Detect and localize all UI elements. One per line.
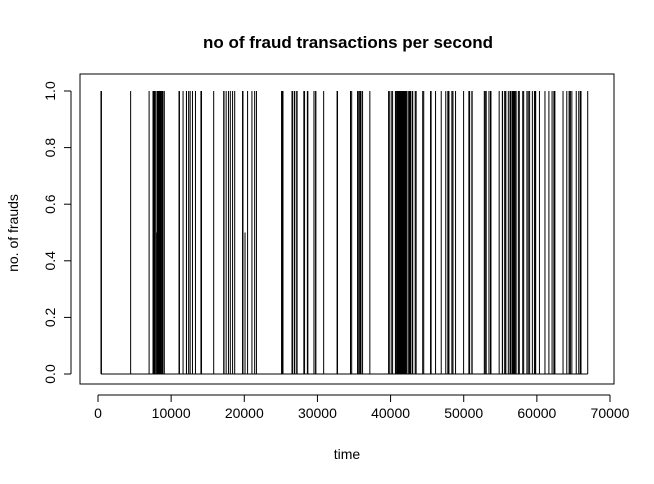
x-tick-label: 50000 <box>444 405 483 421</box>
y-tick-label: 0.6 <box>42 194 58 214</box>
spike-series <box>100 91 589 375</box>
plot-frame <box>79 73 615 385</box>
y-tick-label: 0.4 <box>42 251 58 271</box>
y-tick-label: 1.0 <box>42 81 58 101</box>
y-tick-label: 0.2 <box>42 307 58 327</box>
x-tick-label: 0 <box>94 405 102 421</box>
x-tick-label: 30000 <box>298 405 337 421</box>
x-tick-label: 70000 <box>591 405 630 421</box>
x-tick-label: 40000 <box>371 405 410 421</box>
y-tick-label: 0.0 <box>42 364 58 384</box>
x-axis-label: time <box>334 446 361 462</box>
x-tick-label: 10000 <box>152 405 191 421</box>
y-tick-label: 0.8 <box>42 138 58 158</box>
axes: 0 10000 20000 30000 40000 50000 60000 70000 0.0 0… <box>42 81 630 421</box>
x-tick-label: 20000 <box>225 405 264 421</box>
x-tick-label: 60000 <box>517 405 556 421</box>
chart-title: no of fraud transactions per second <box>203 33 493 52</box>
y-axis-label: no. of frauds <box>5 194 21 272</box>
